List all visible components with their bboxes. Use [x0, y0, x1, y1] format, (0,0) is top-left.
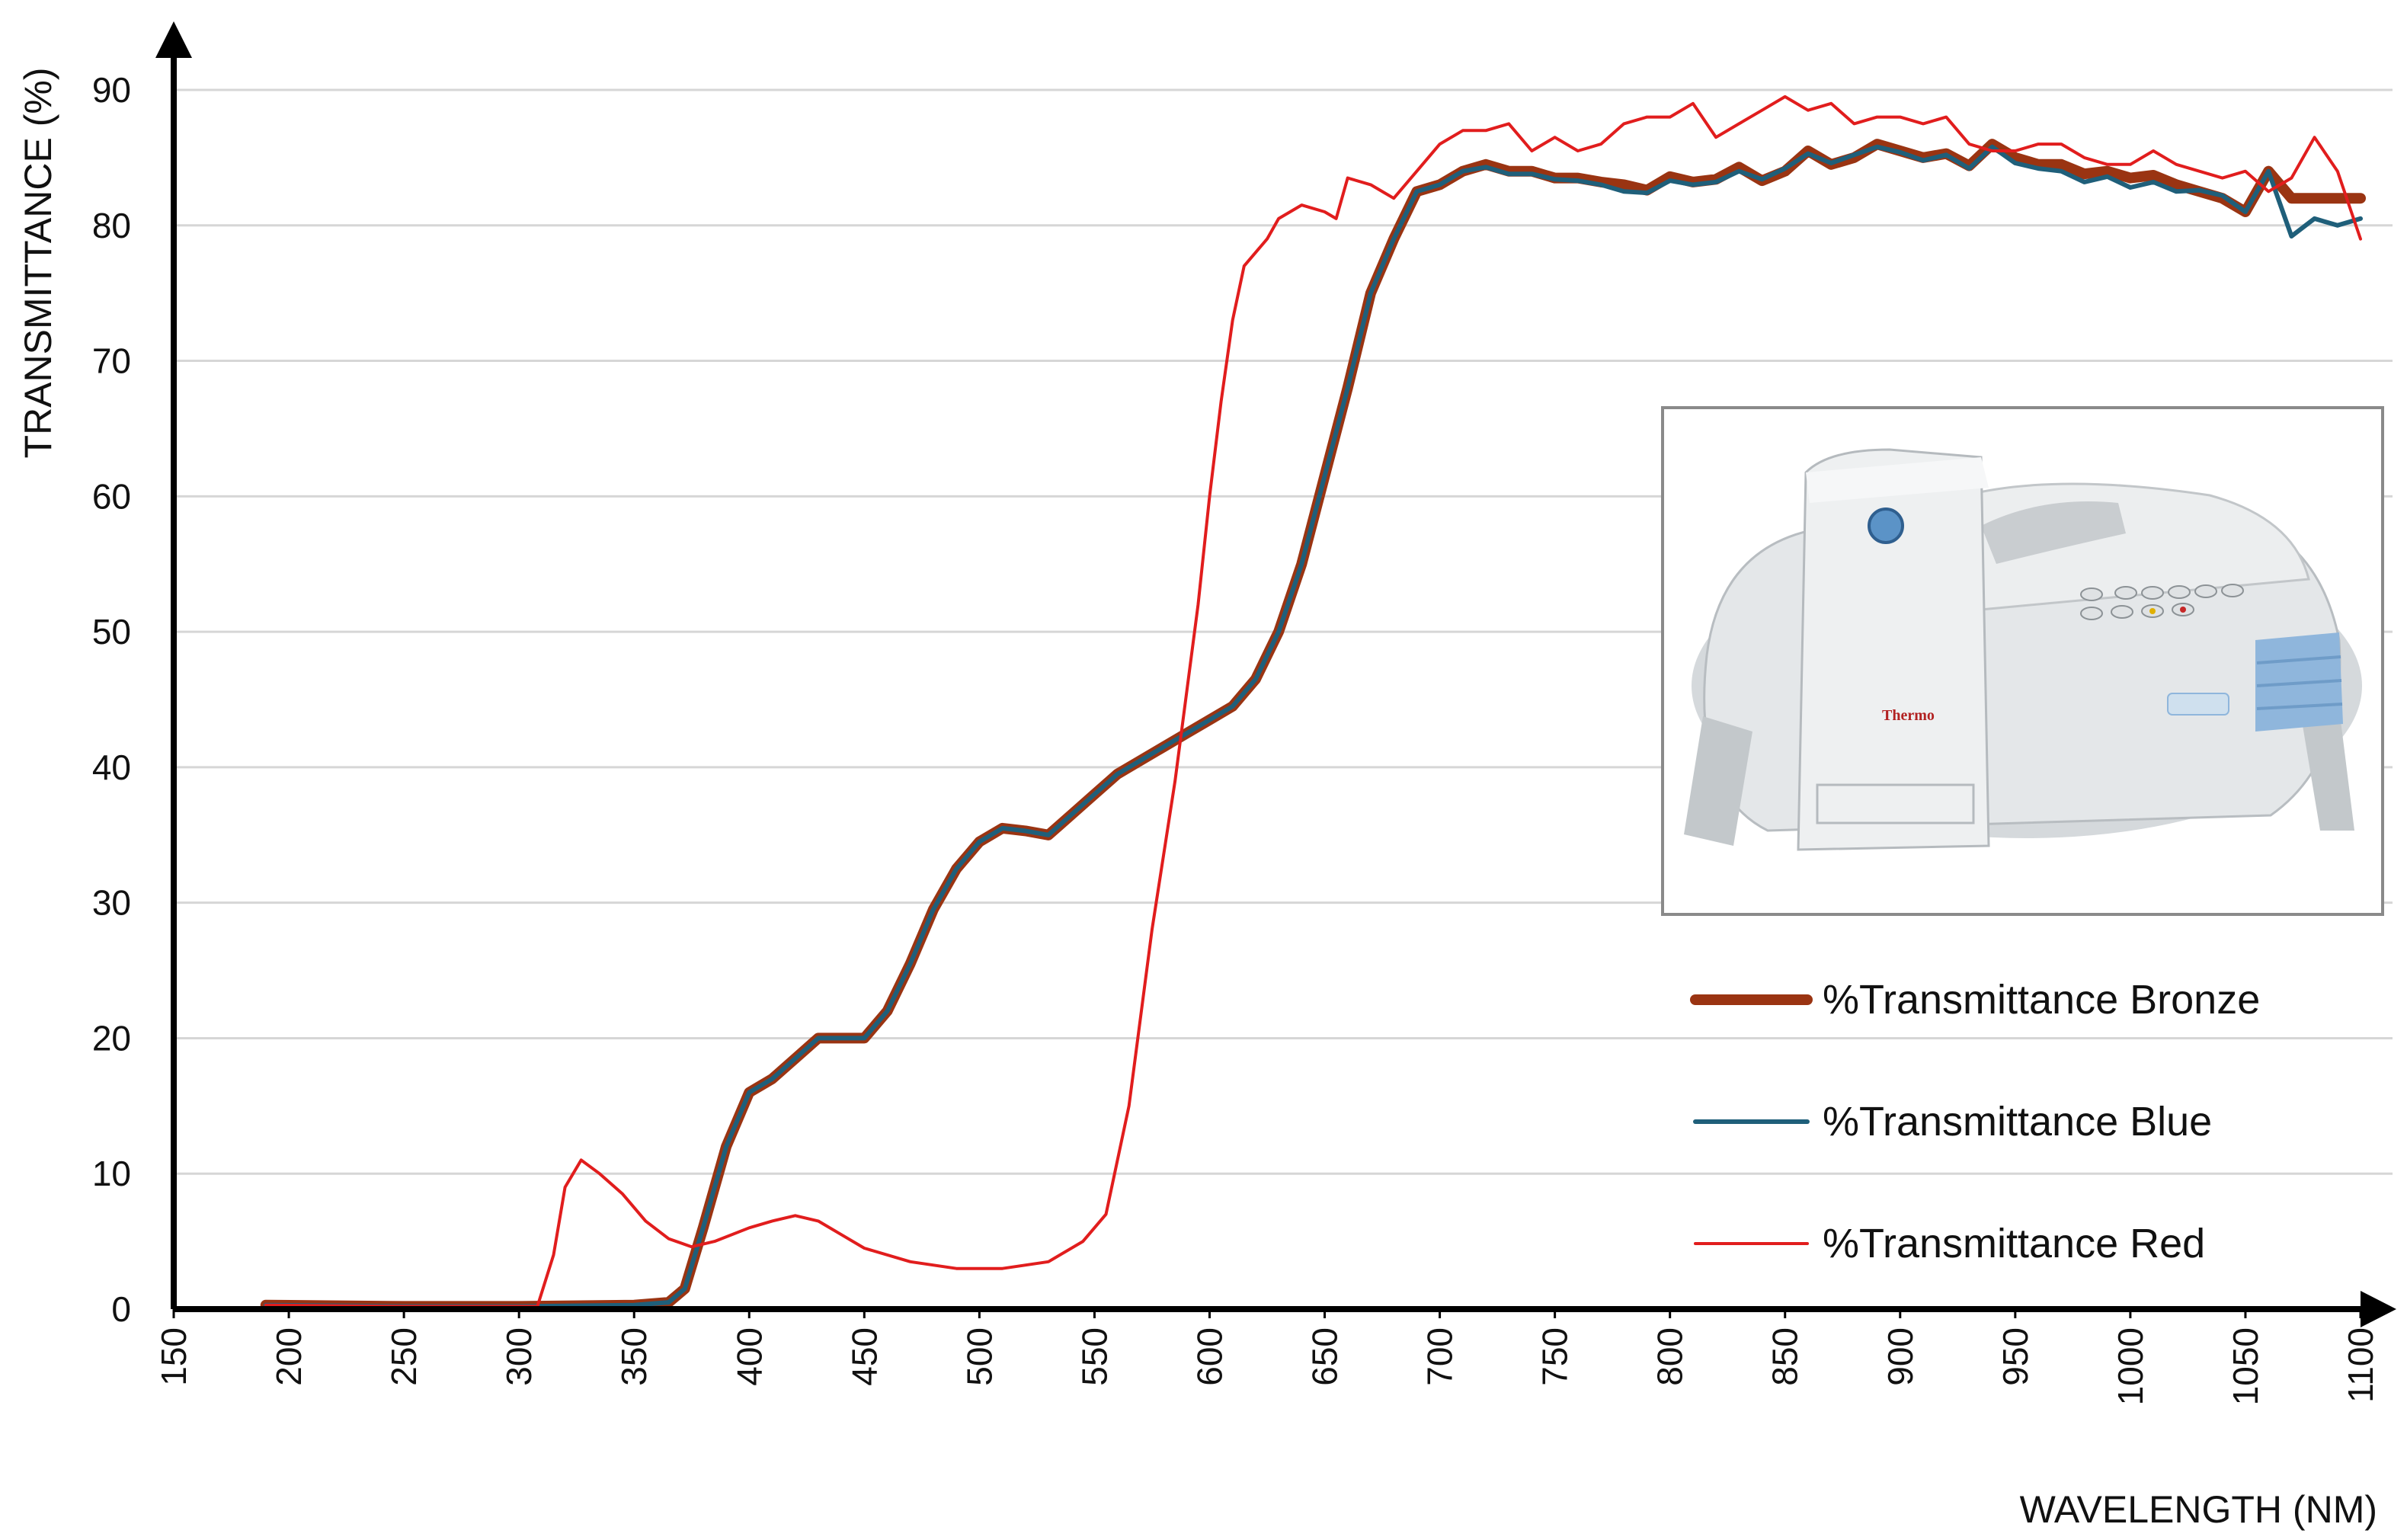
x-tick-label: 400	[729, 1327, 769, 1386]
spectrophotometer-photo: Thermo	[1661, 406, 2384, 916]
x-tick-label: 350	[614, 1327, 654, 1386]
x-tick-label: 150	[154, 1327, 194, 1386]
y-tick-label: 70	[92, 341, 131, 381]
y-tick-label: 10	[92, 1154, 131, 1193]
svg-text:Thermo: Thermo	[1882, 707, 1935, 724]
x-tick-label: 450	[844, 1327, 884, 1386]
y-tick-label: 90	[92, 70, 131, 110]
x-tick-label: 250	[384, 1327, 424, 1386]
y-tick-label: 0	[111, 1289, 131, 1329]
x-tick-label: 850	[1765, 1327, 1805, 1386]
x-tick-label: 1050	[2226, 1327, 2265, 1405]
legend-label-2: %Transmittance Red	[1823, 1221, 2205, 1266]
x-tick-label: 200	[269, 1327, 309, 1386]
x-axis-title: WAVELENGTH (NM)	[2020, 1488, 2377, 1531]
x-tick-label: 900	[1880, 1327, 1920, 1386]
legend-label-0: %Transmittance Bronze	[1823, 977, 2260, 1023]
series-line-2	[264, 94, 2362, 1308]
tick-labels: 0 10 20 30 40 50 60 70 80 90 150 200 250 300 350 400 450…	[92, 70, 2380, 1405]
y-tick-label: 40	[92, 748, 131, 787]
legend-label-1: %Transmittance Blue	[1823, 1099, 2212, 1145]
axes	[155, 21, 2396, 1327]
x-axis-arrow	[2361, 1291, 2396, 1327]
x-tick-label: 500	[959, 1327, 999, 1386]
y-tick-label: 30	[92, 883, 131, 923]
x-tick-label: 300	[499, 1327, 539, 1386]
y-tick-label: 50	[92, 612, 131, 652]
x-tick-label: 700	[1420, 1327, 1460, 1386]
x-tick-label: 1100	[2341, 1327, 2380, 1403]
y-axis-title: TRANSMITTANCE (%)	[17, 68, 59, 459]
x-tick-label: 550	[1074, 1327, 1114, 1386]
series-line-1	[263, 144, 2363, 1309]
x-tick-label: 600	[1189, 1327, 1229, 1386]
y-axis-arrow	[155, 21, 192, 58]
x-tick-label: 950	[1996, 1327, 2035, 1386]
legend: %Transmittance Bronze %Transmittance Blue…	[1690, 977, 2260, 1266]
series-lines	[260, 94, 2366, 1312]
y-tick-label: 20	[92, 1018, 131, 1058]
x-tick-label: 1000	[2111, 1327, 2150, 1405]
x-tick-label: 750	[1535, 1327, 1575, 1386]
y-tick-label: 60	[92, 476, 131, 516]
x-tick-label: 650	[1305, 1327, 1345, 1386]
y-tick-label: 80	[92, 206, 131, 245]
x-tick-label: 800	[1650, 1327, 1690, 1386]
